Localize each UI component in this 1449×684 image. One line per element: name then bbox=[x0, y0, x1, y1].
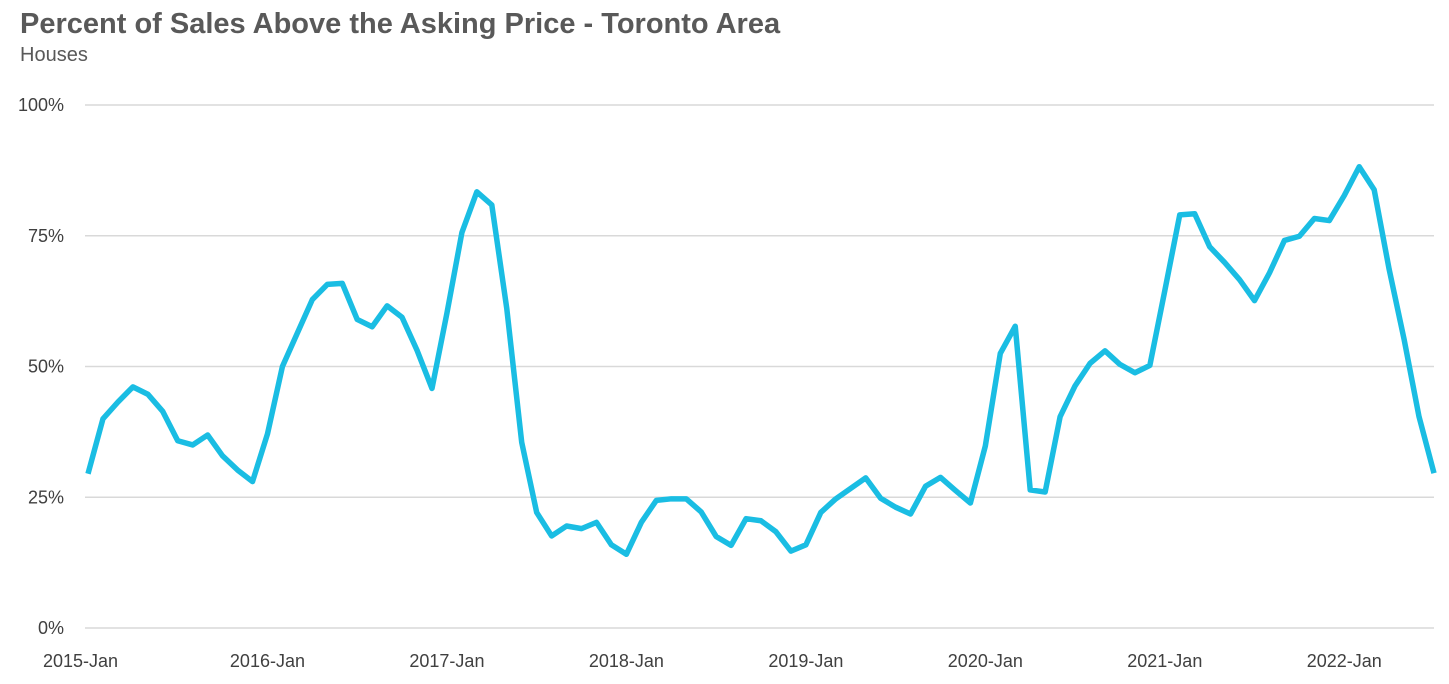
y-tick-label: 25% bbox=[28, 487, 64, 507]
y-tick-label: 0% bbox=[38, 618, 64, 638]
chart-title: Percent of Sales Above the Asking Price … bbox=[20, 8, 781, 40]
x-axis-labels: 2015-Jan 2016-Jan 2017-Jan 2018-Jan 2019-Jan… bbox=[43, 651, 1382, 671]
x-tick-label: 2022-Jan bbox=[1307, 651, 1382, 671]
x-tick-label: 2019-Jan bbox=[768, 651, 843, 671]
x-tick-label: 2016-Jan bbox=[230, 651, 305, 671]
series-layer bbox=[85, 163, 1437, 558]
y-axis-labels: 0% 25% 50% 75% 100% bbox=[18, 95, 64, 638]
x-tick-label: 2015-Jan bbox=[43, 651, 118, 671]
series-line bbox=[85, 163, 1437, 558]
x-tick-label: 2017-Jan bbox=[409, 651, 484, 671]
chart-subtitle: Houses bbox=[20, 44, 88, 66]
y-tick-label: 100% bbox=[18, 95, 64, 115]
x-tick-label: 2018-Jan bbox=[589, 651, 664, 671]
x-tick-label: 2021-Jan bbox=[1127, 651, 1202, 671]
x-tick-label: 2020-Jan bbox=[948, 651, 1023, 671]
gridlines bbox=[85, 104, 1434, 629]
y-tick-label: 50% bbox=[28, 357, 64, 377]
y-tick-label: 75% bbox=[28, 226, 64, 246]
